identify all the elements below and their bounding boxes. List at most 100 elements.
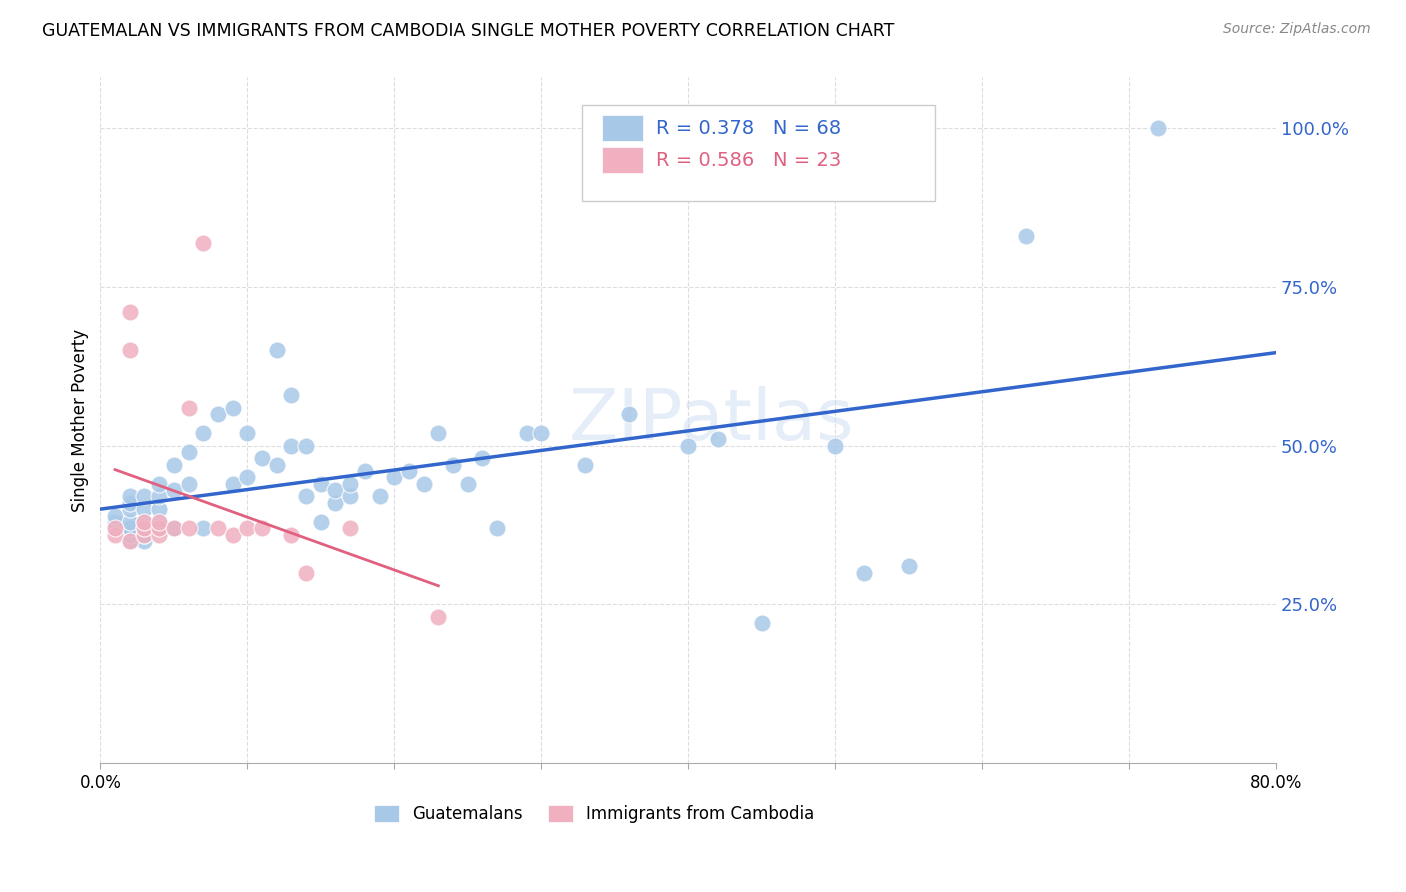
- Point: [221, 401, 243, 415]
- Point: [368, 490, 391, 504]
- Point: [441, 458, 464, 472]
- Point: [236, 521, 259, 535]
- Text: R = 0.586   N = 23: R = 0.586 N = 23: [657, 151, 842, 169]
- Point: [134, 527, 156, 541]
- Point: [486, 521, 509, 535]
- Point: [148, 521, 170, 535]
- Point: [530, 425, 553, 440]
- Point: [325, 496, 347, 510]
- Point: [134, 502, 156, 516]
- Point: [897, 559, 920, 574]
- Point: [280, 527, 302, 541]
- Point: [193, 235, 215, 250]
- Point: [118, 490, 141, 504]
- Point: [148, 527, 170, 541]
- Legend: Guatemalans, Immigrants from Cambodia: Guatemalans, Immigrants from Cambodia: [374, 805, 814, 823]
- Point: [266, 343, 288, 358]
- Point: [163, 521, 186, 535]
- Point: [163, 483, 186, 497]
- Point: [221, 476, 243, 491]
- Point: [163, 458, 186, 472]
- Point: [295, 566, 318, 580]
- Point: [134, 515, 156, 529]
- Point: [134, 515, 156, 529]
- Point: [221, 527, 243, 541]
- Point: [751, 616, 773, 631]
- Point: [148, 515, 170, 529]
- FancyBboxPatch shape: [602, 115, 644, 141]
- Point: [118, 527, 141, 541]
- Point: [118, 533, 141, 548]
- Point: [574, 458, 596, 472]
- Point: [824, 439, 846, 453]
- Point: [515, 425, 537, 440]
- Point: [134, 521, 156, 535]
- Point: [134, 527, 156, 541]
- Point: [104, 521, 127, 535]
- Point: [193, 521, 215, 535]
- Point: [706, 433, 728, 447]
- Point: [295, 439, 318, 453]
- Point: [309, 476, 332, 491]
- Point: [118, 521, 141, 535]
- Text: GUATEMALAN VS IMMIGRANTS FROM CAMBODIA SINGLE MOTHER POVERTY CORRELATION CHART: GUATEMALAN VS IMMIGRANTS FROM CAMBODIA S…: [42, 22, 894, 40]
- Point: [1147, 121, 1170, 136]
- Point: [339, 521, 361, 535]
- Point: [177, 445, 200, 459]
- Point: [148, 476, 170, 491]
- Point: [250, 451, 273, 466]
- Point: [266, 458, 288, 472]
- Point: [471, 451, 494, 466]
- Point: [118, 343, 141, 358]
- Point: [104, 508, 127, 523]
- Point: [427, 425, 450, 440]
- Point: [148, 502, 170, 516]
- Point: [134, 490, 156, 504]
- Point: [339, 490, 361, 504]
- Point: [853, 566, 876, 580]
- Point: [134, 521, 156, 535]
- Text: ZIPatlas: ZIPatlas: [569, 385, 855, 455]
- Point: [1015, 229, 1038, 244]
- Point: [207, 407, 229, 421]
- FancyBboxPatch shape: [602, 147, 644, 173]
- Point: [398, 464, 420, 478]
- Point: [148, 490, 170, 504]
- Point: [207, 521, 229, 535]
- Point: [177, 476, 200, 491]
- Point: [104, 527, 127, 541]
- Point: [339, 476, 361, 491]
- Point: [177, 521, 200, 535]
- Text: Source: ZipAtlas.com: Source: ZipAtlas.com: [1223, 22, 1371, 37]
- Y-axis label: Single Mother Poverty: Single Mother Poverty: [72, 329, 89, 512]
- Point: [382, 470, 405, 484]
- Point: [280, 388, 302, 402]
- Point: [309, 515, 332, 529]
- Point: [163, 521, 186, 535]
- Point: [148, 515, 170, 529]
- Point: [236, 470, 259, 484]
- Point: [118, 515, 141, 529]
- Point: [118, 533, 141, 548]
- Point: [427, 610, 450, 624]
- Point: [236, 425, 259, 440]
- Point: [193, 425, 215, 440]
- Point: [412, 476, 434, 491]
- Point: [118, 496, 141, 510]
- Point: [280, 439, 302, 453]
- Point: [457, 476, 479, 491]
- Point: [354, 464, 377, 478]
- Point: [295, 490, 318, 504]
- Point: [104, 521, 127, 535]
- Point: [104, 515, 127, 529]
- FancyBboxPatch shape: [582, 105, 935, 201]
- Point: [118, 305, 141, 319]
- Point: [118, 502, 141, 516]
- Text: R = 0.378   N = 68: R = 0.378 N = 68: [657, 119, 842, 137]
- Point: [250, 521, 273, 535]
- Point: [148, 521, 170, 535]
- Point: [134, 533, 156, 548]
- Point: [177, 401, 200, 415]
- Point: [619, 407, 641, 421]
- Point: [325, 483, 347, 497]
